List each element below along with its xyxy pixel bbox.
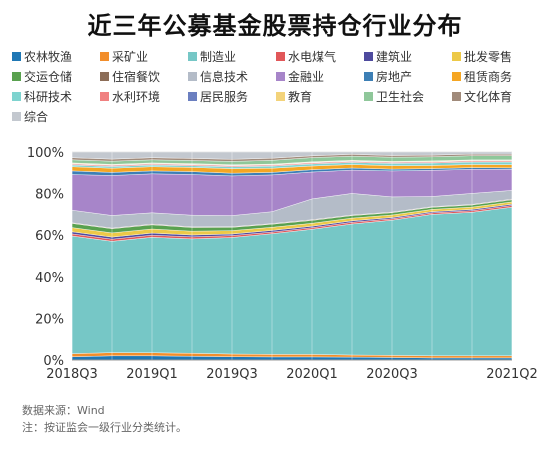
- legend-row: 交运仓储 住宿餐饮 信息技术 金融业 房地产 租赁商务: [12, 66, 542, 86]
- legend-swatch: [188, 51, 197, 61]
- legend-swatch: [100, 71, 109, 81]
- legend-item: 批发零售: [452, 48, 512, 65]
- legend-item: 水电煤气: [276, 48, 336, 65]
- x-tick-label: 2018Q3: [46, 367, 98, 382]
- legend-swatch: [276, 51, 285, 61]
- legend-item: 建筑业: [364, 48, 412, 65]
- legend-swatch: [188, 71, 197, 81]
- legend-label: 采矿业: [112, 49, 149, 64]
- legend-label: 水电煤气: [288, 49, 337, 64]
- legend-item: 房地产: [364, 68, 412, 85]
- legend-label: 文化体育: [464, 89, 513, 104]
- legend-swatch: [100, 51, 109, 61]
- x-tick-label: 2021Q2: [486, 367, 538, 382]
- legend-swatch: [276, 91, 285, 101]
- y-tick-label: 40%: [35, 271, 64, 286]
- data-source-note: 数据来源：Wind: [22, 404, 105, 417]
- legend-label: 住宿餐饮: [112, 69, 161, 84]
- legend-swatch: [452, 71, 461, 81]
- legend-item: 信息技术: [188, 68, 248, 85]
- x-tick-label: 2020Q1: [286, 367, 338, 382]
- legend-item: 农林牧渔: [12, 48, 72, 65]
- legend-item: 居民服务: [188, 88, 248, 105]
- x-tick-label: 2019Q1: [126, 367, 178, 382]
- legend-label: 水利环境: [112, 89, 161, 104]
- classification-note: 注：按证监会一级行业分类统计。: [22, 421, 187, 434]
- legend-item: 科研技术: [12, 88, 72, 105]
- legend-label: 综合: [24, 109, 49, 124]
- legend-label: 租赁商务: [464, 69, 513, 84]
- legend-item: 交运仓储: [12, 68, 72, 85]
- legend-item: 教育: [276, 88, 312, 105]
- chart-legend: 农林牧渔 采矿业 制造业 水电煤气 建筑业 批发零售交运仓储 住宿餐饮 信息技术 金融业 房地产 租…: [12, 46, 542, 126]
- y-tick-label: 100%: [27, 146, 64, 161]
- legend-label: 教育: [288, 89, 313, 104]
- legend-label: 制造业: [200, 49, 237, 64]
- legend-label: 居民服务: [200, 89, 249, 104]
- legend-label: 批发零售: [464, 49, 513, 64]
- legend-item: 制造业: [188, 48, 236, 65]
- legend-item: 文化体育: [452, 88, 512, 105]
- legend-label: 卫生社会: [376, 89, 425, 104]
- area-series: [71, 151, 513, 160]
- legend-item: 卫生社会: [364, 88, 424, 105]
- legend-swatch: [452, 91, 461, 101]
- legend-swatch: [12, 111, 21, 121]
- legend-swatch: [364, 71, 373, 81]
- chart-footer: 数据来源：Wind 注：按证监会一级行业分类统计。: [22, 402, 187, 436]
- legend-item: 综合: [12, 108, 48, 125]
- y-tick-label: 80%: [35, 188, 64, 203]
- legend-item: 水利环境: [100, 88, 160, 105]
- legend-swatch: [100, 91, 109, 101]
- legend-label: 建筑业: [376, 49, 413, 64]
- legend-label: 金融业: [288, 69, 325, 84]
- legend-label: 房地产: [376, 69, 413, 84]
- legend-swatch: [452, 51, 461, 61]
- legend-item: 采矿业: [100, 48, 148, 65]
- legend-swatch: [12, 91, 21, 101]
- legend-item: 金融业: [276, 68, 324, 85]
- y-tick-label: 0%: [43, 354, 64, 369]
- legend-swatch: [276, 71, 285, 81]
- legend-row: 综合: [12, 106, 542, 126]
- chart-title: 近三年公募基金股票持仓行业分布: [87, 12, 463, 40]
- stacked-area-chart: 0% 20% 40% 60% 80% 100% 2018Q3 2019Q1 2019Q3 2020…: [27, 146, 538, 382]
- x-tick-label: 2019Q3: [206, 367, 258, 382]
- legend-label: 信息技术: [200, 69, 249, 84]
- legend-swatch: [12, 51, 21, 61]
- legend-label: 科研技术: [24, 89, 73, 104]
- y-tick-label: 20%: [35, 312, 64, 327]
- x-tick-label: 2020Q3: [366, 367, 418, 382]
- legend-swatch: [364, 51, 373, 61]
- legend-swatch: [364, 91, 373, 101]
- legend-row: 农林牧渔 采矿业 制造业 水电煤气 建筑业 批发零售: [12, 46, 542, 66]
- y-tick-label: 60%: [35, 229, 64, 244]
- legend-label: 农林牧渔: [24, 49, 73, 64]
- legend-label: 交运仓储: [24, 69, 73, 84]
- legend-swatch: [12, 71, 21, 81]
- legend-row: 科研技术 水利环境 居民服务 教育 卫生社会 文化体育: [12, 86, 542, 106]
- legend-item: 租赁商务: [452, 68, 512, 85]
- legend-item: 住宿餐饮: [100, 68, 160, 85]
- legend-swatch: [188, 91, 197, 101]
